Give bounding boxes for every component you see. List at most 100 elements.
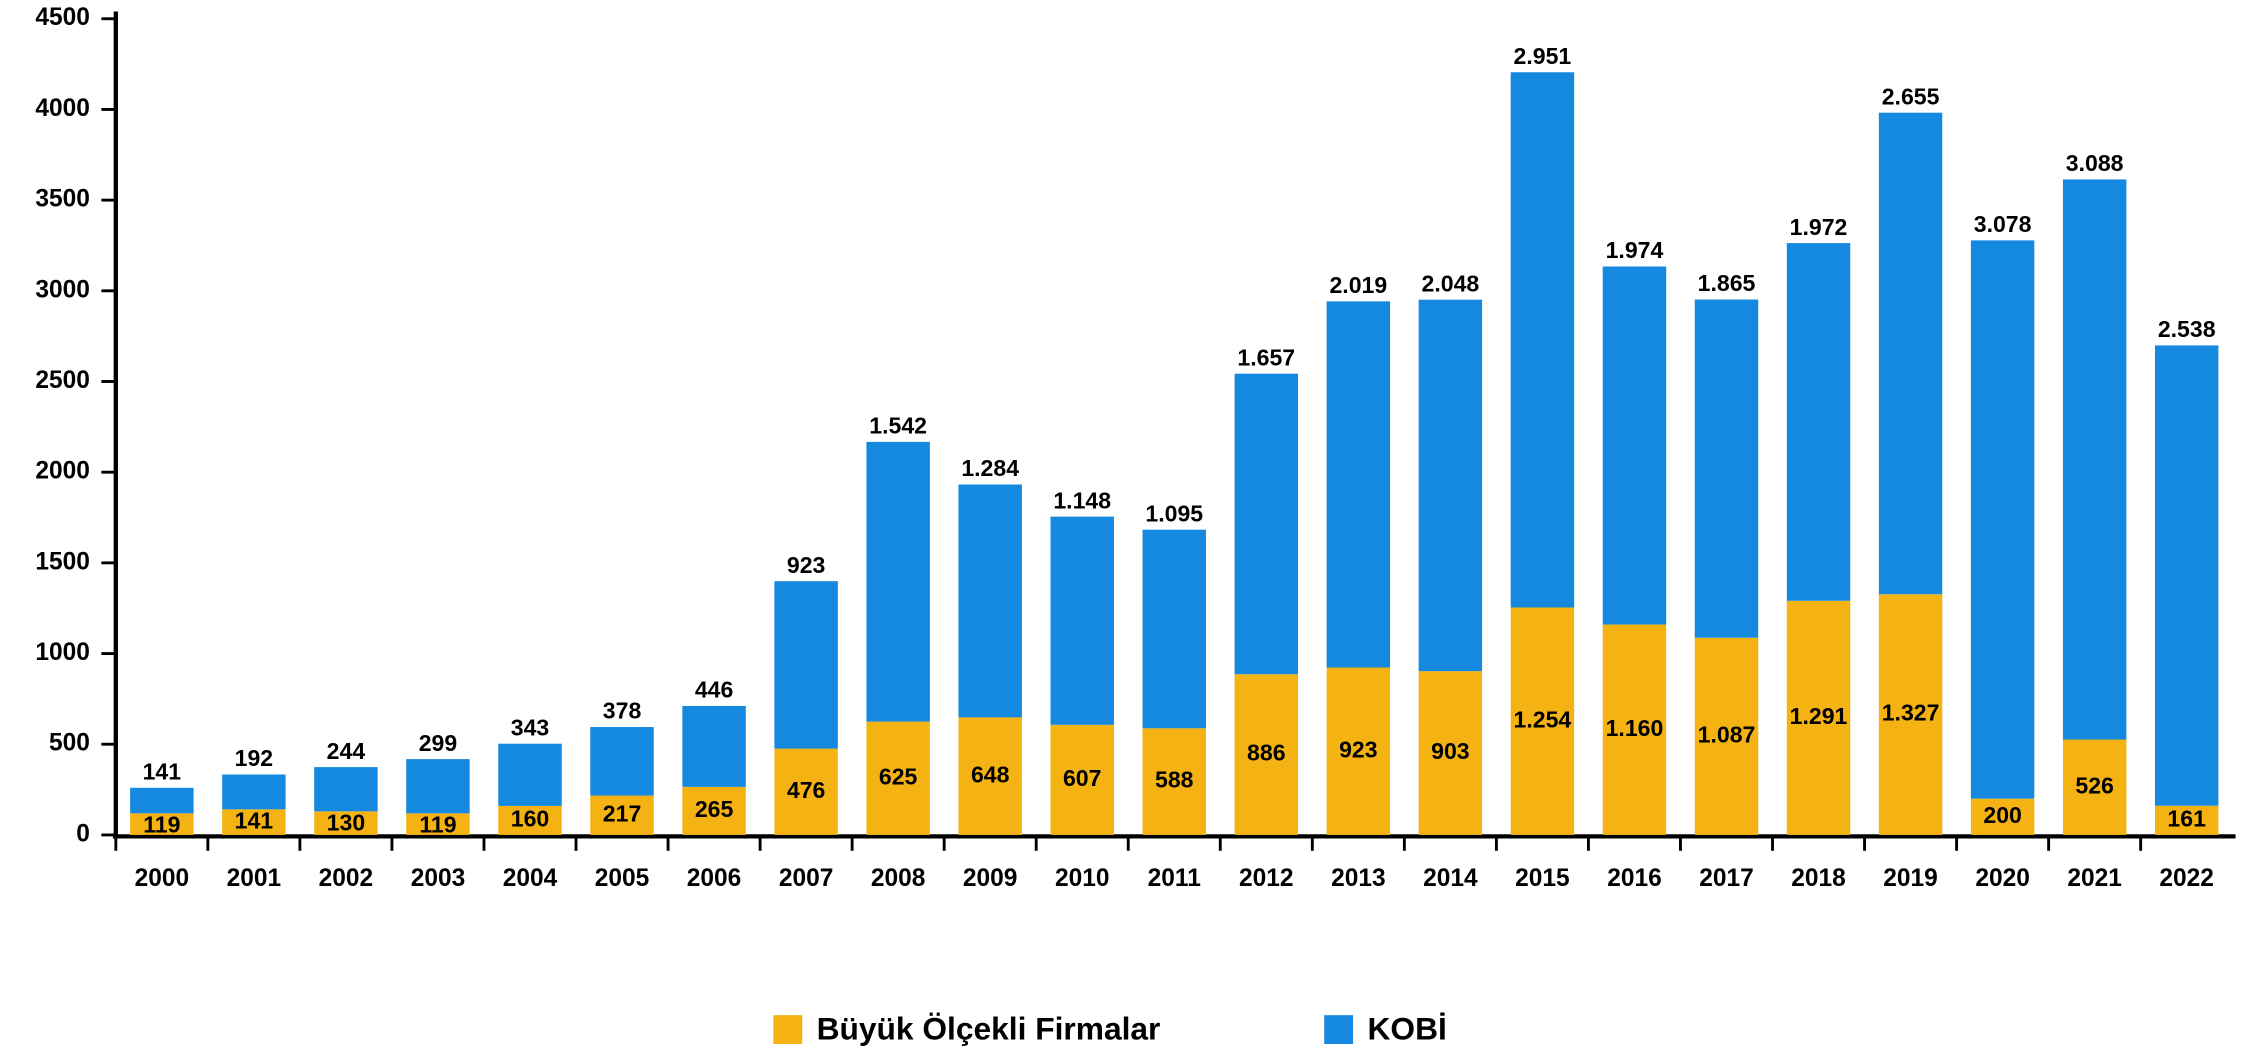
x-tick-label: 2010 bbox=[1055, 865, 1110, 892]
value-label: 3.088 bbox=[2066, 150, 2124, 176]
bar-segment bbox=[1878, 594, 1943, 835]
value-label: 923 bbox=[1339, 736, 1377, 762]
value-label: 1.148 bbox=[1053, 487, 1111, 513]
value-label: 526 bbox=[2075, 772, 2113, 798]
value-label: 446 bbox=[695, 677, 733, 703]
bar-segment bbox=[2154, 345, 2219, 806]
value-label: 1.160 bbox=[1606, 715, 1664, 741]
y-tick-label: 2500 bbox=[35, 367, 90, 394]
value-label: 1.095 bbox=[1145, 500, 1203, 526]
value-label: 903 bbox=[1431, 738, 1469, 764]
bar-segment bbox=[406, 759, 470, 814]
value-label: 1.972 bbox=[1790, 214, 1848, 240]
bar-segment bbox=[1418, 671, 1483, 835]
bar-segment bbox=[590, 795, 654, 835]
value-label: 141 bbox=[143, 758, 182, 784]
value-label: 1.974 bbox=[1606, 237, 1664, 263]
value-label: 3.078 bbox=[1974, 211, 2032, 237]
value-label: 648 bbox=[971, 761, 1010, 787]
bar-segment bbox=[1510, 607, 1575, 835]
bar-segment bbox=[866, 721, 930, 835]
legend-swatch bbox=[1324, 1015, 1354, 1045]
value-label: 607 bbox=[1063, 765, 1101, 791]
bar-segment bbox=[2154, 805, 2219, 835]
bar-segment bbox=[1602, 266, 1667, 625]
bar-segment bbox=[1970, 798, 2035, 835]
bar-segment bbox=[1786, 600, 1851, 835]
bar-segment bbox=[1694, 637, 1759, 835]
bar-segment bbox=[774, 748, 838, 835]
bar-segment bbox=[958, 484, 1022, 718]
value-label: 476 bbox=[787, 777, 825, 803]
value-label: 886 bbox=[1247, 740, 1285, 766]
value-label: 141 bbox=[235, 807, 274, 833]
bar-segment bbox=[682, 705, 746, 787]
value-label: 160 bbox=[511, 806, 549, 832]
x-tick-label: 2005 bbox=[595, 865, 650, 892]
y-tick-label: 0 bbox=[76, 820, 90, 847]
value-label: 923 bbox=[787, 552, 825, 578]
x-tick-label: 2013 bbox=[1331, 865, 1386, 892]
bar-segment bbox=[1602, 624, 1667, 835]
value-label: 1.542 bbox=[869, 413, 927, 439]
x-tick-label: 2015 bbox=[1515, 865, 1570, 892]
bar-segment bbox=[1050, 516, 1114, 725]
value-label: 378 bbox=[603, 698, 642, 724]
bar-segment bbox=[498, 805, 562, 835]
legend-label: Büyük Ölçekli Firmalar bbox=[817, 1010, 1161, 1046]
value-label: 1.327 bbox=[1882, 700, 1940, 726]
bar-segment bbox=[1234, 373, 1299, 675]
value-label: 119 bbox=[143, 811, 180, 837]
bar-segment bbox=[314, 767, 378, 812]
x-tick-label: 2009 bbox=[963, 865, 1018, 892]
bar-segment bbox=[222, 809, 286, 835]
y-tick-label: 500 bbox=[49, 730, 90, 757]
value-label: 299 bbox=[419, 730, 457, 756]
bar-segment bbox=[682, 786, 746, 835]
bar-segment bbox=[1418, 299, 1483, 672]
bar-segment bbox=[1234, 674, 1299, 835]
x-tick-label: 2020 bbox=[1975, 865, 2030, 892]
y-tick-label: 4000 bbox=[35, 95, 90, 122]
x-tick-label: 2000 bbox=[135, 865, 190, 892]
bar-segment bbox=[1050, 724, 1114, 835]
value-label: 1.657 bbox=[1237, 344, 1295, 370]
bar-segment bbox=[1786, 243, 1851, 601]
bar-segment bbox=[590, 727, 654, 796]
value-label: 2.019 bbox=[1329, 272, 1387, 298]
bar-segment bbox=[130, 787, 194, 814]
value-label: 343 bbox=[511, 714, 549, 740]
bar-segment bbox=[774, 581, 838, 749]
value-label: 1.284 bbox=[961, 455, 1019, 481]
value-label: 1.254 bbox=[1514, 706, 1572, 732]
bar-segment bbox=[314, 811, 378, 835]
value-label: 161 bbox=[2167, 805, 2206, 831]
value-label: 1.865 bbox=[1698, 270, 1756, 296]
bar-segment bbox=[130, 813, 194, 835]
x-tick-label: 2017 bbox=[1699, 865, 1754, 892]
x-tick-label: 2012 bbox=[1239, 865, 1294, 892]
x-tick-label: 2003 bbox=[411, 865, 466, 892]
y-tick-label: 3500 bbox=[35, 186, 90, 213]
y-tick-label: 3000 bbox=[35, 276, 90, 303]
bar-segment bbox=[1970, 240, 2035, 799]
bar-segment bbox=[1142, 728, 1206, 835]
value-label: 119 bbox=[419, 811, 456, 837]
bar-segment bbox=[1510, 72, 1575, 608]
x-tick-label: 2022 bbox=[2159, 865, 2214, 892]
value-label: 2.655 bbox=[1882, 83, 1940, 109]
bar-segment bbox=[958, 717, 1022, 835]
bar-segment bbox=[1694, 299, 1759, 638]
x-tick-label: 2006 bbox=[687, 865, 742, 892]
bar-segment bbox=[222, 774, 286, 810]
x-tick-label: 2011 bbox=[1148, 865, 1201, 892]
value-label: 217 bbox=[603, 800, 641, 826]
value-label: 1.291 bbox=[1790, 703, 1848, 729]
value-label: 1.087 bbox=[1698, 721, 1756, 747]
x-tick-label: 2014 bbox=[1423, 865, 1478, 892]
x-tick-label: 2008 bbox=[871, 865, 926, 892]
x-tick-label: 2001 bbox=[227, 865, 282, 892]
legend-label: KOBİ bbox=[1367, 1010, 1446, 1046]
bar-segment bbox=[1326, 667, 1391, 835]
